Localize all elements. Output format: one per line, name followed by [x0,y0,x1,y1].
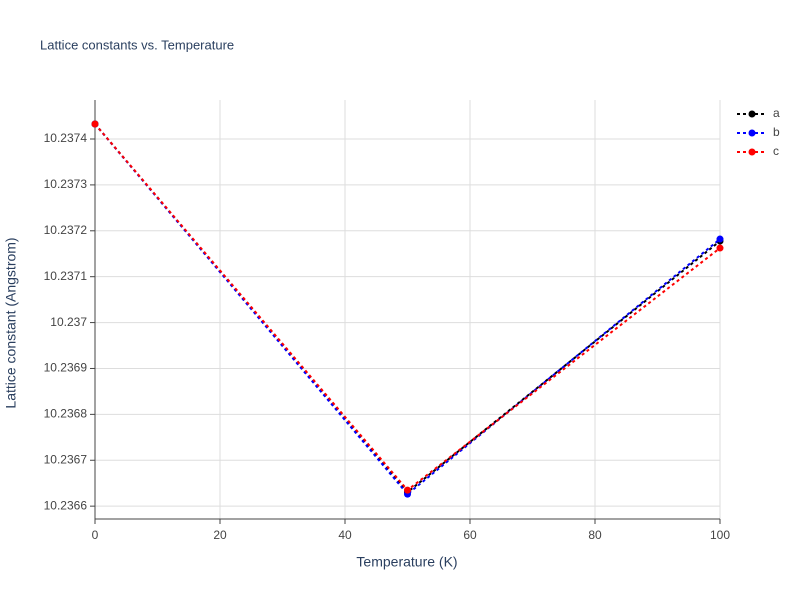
y-tick-label: 10.2374 [44,131,88,145]
x-tick-label: 20 [213,528,227,542]
legend-label: a [773,106,780,120]
y-axis-title: Lattice constant (Angstrom) [3,237,19,408]
y-tick-label: 10.2367 [44,452,88,466]
series-line [94,123,721,496]
x-tick-label: 60 [463,528,477,542]
data-point [716,235,724,243]
x-tick-label: 0 [92,528,99,542]
x-tick-label: 40 [338,528,352,542]
x-tick-label: 80 [588,528,602,542]
y-tick-label: 10.2372 [44,223,88,237]
legend-label: c [773,144,779,158]
x-tick-label: 100 [710,528,730,542]
data-point [91,120,99,128]
legend-marker [748,148,756,156]
legend-label: b [773,125,780,139]
series-line [94,123,721,492]
y-tick-label: 10.2371 [44,269,88,283]
y-tick-label: 10.2373 [44,177,88,191]
data-point [716,244,724,252]
x-axis-title: Temperature (K) [356,554,457,570]
y-tick-label: 10.2368 [44,407,88,421]
legend-marker [748,110,756,118]
chart-title: Lattice constants vs. Temperature [40,37,234,52]
y-tick-label: 10.2369 [44,361,88,375]
y-tick-label: 10.237 [50,315,87,329]
legend-marker [748,129,756,137]
y-tick-label: 10.2366 [44,498,88,512]
series-line [94,123,721,494]
data-point [404,486,411,494]
